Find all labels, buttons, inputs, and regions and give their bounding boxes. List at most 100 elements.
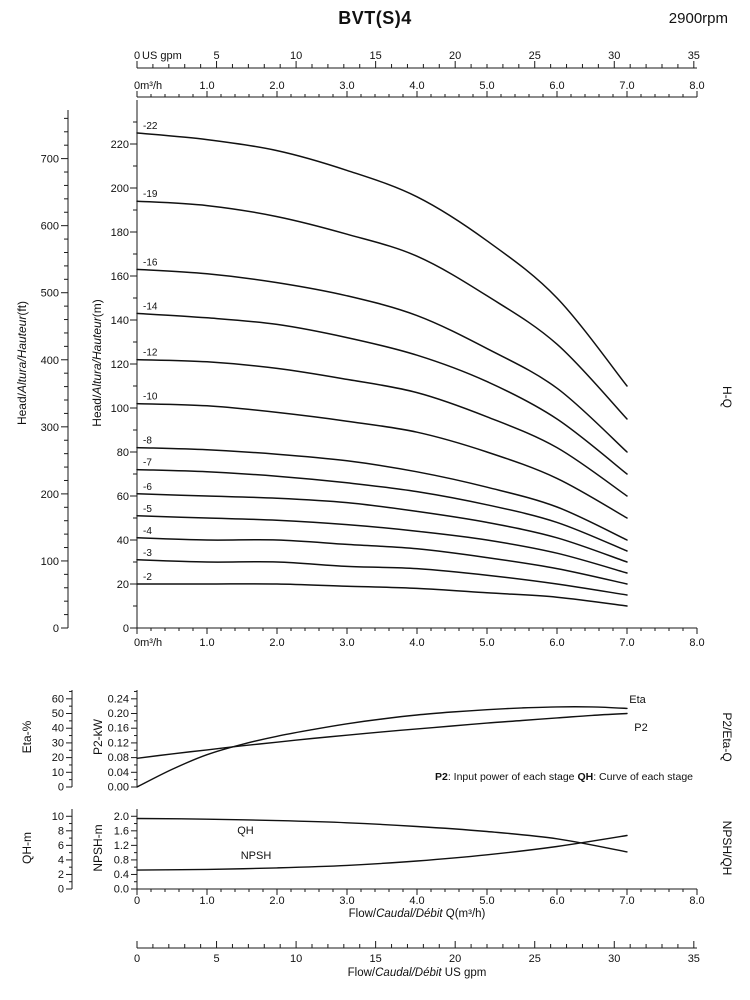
svg-text:1.2: 1.2 xyxy=(114,840,129,852)
svg-text:0: 0 xyxy=(134,953,140,965)
svg-text:5.0: 5.0 xyxy=(479,895,494,907)
svg-text:35: 35 xyxy=(688,953,700,965)
svg-text:20: 20 xyxy=(449,50,461,62)
svg-text:Eta: Eta xyxy=(629,694,646,706)
svg-text:-6: -6 xyxy=(143,482,152,493)
svg-text:40: 40 xyxy=(52,723,64,735)
svg-text:-7: -7 xyxy=(143,458,152,469)
svg-text:2.0: 2.0 xyxy=(269,637,284,649)
svg-text:QH: QH xyxy=(237,825,254,837)
svg-text:1.0: 1.0 xyxy=(199,895,214,907)
svg-text:25: 25 xyxy=(529,953,541,965)
svg-text:US gpm: US gpm xyxy=(142,50,182,62)
svg-text:5.0: 5.0 xyxy=(479,637,494,649)
svg-text:-19: -19 xyxy=(143,189,158,200)
svg-text:P2: P2 xyxy=(634,722,647,734)
svg-text:15: 15 xyxy=(370,50,382,62)
svg-text:200: 200 xyxy=(41,489,59,501)
svg-text:30: 30 xyxy=(608,953,620,965)
svg-text:600: 600 xyxy=(41,221,59,233)
svg-text:0: 0 xyxy=(58,884,64,896)
axis-label-head-m: Head/Altura/Hauteur(m) xyxy=(90,299,104,427)
svg-text:0: 0 xyxy=(123,623,129,635)
svg-text:8.0: 8.0 xyxy=(689,80,704,92)
svg-text:20: 20 xyxy=(449,953,461,965)
svg-text:3.0: 3.0 xyxy=(339,80,354,92)
svg-text:2: 2 xyxy=(58,869,64,881)
svg-text:6.0: 6.0 xyxy=(549,895,564,907)
svg-text:7.0: 7.0 xyxy=(619,895,634,907)
svg-text:1.0: 1.0 xyxy=(199,80,214,92)
svg-text:4: 4 xyxy=(58,854,64,866)
svg-text:2.0: 2.0 xyxy=(269,895,284,907)
svg-text:0.00: 0.00 xyxy=(108,782,129,794)
svg-text:220: 220 xyxy=(111,139,129,151)
svg-text:700: 700 xyxy=(41,154,59,166)
svg-text:500: 500 xyxy=(41,288,59,300)
svg-text:120: 120 xyxy=(111,359,129,371)
svg-text:0.16: 0.16 xyxy=(108,723,129,735)
svg-text:100: 100 xyxy=(41,556,59,568)
svg-text:8.0: 8.0 xyxy=(689,637,704,649)
svg-text:4.0: 4.0 xyxy=(409,80,424,92)
svg-text:10: 10 xyxy=(290,50,302,62)
svg-text:10: 10 xyxy=(290,953,302,965)
svg-text:6.0: 6.0 xyxy=(549,80,564,92)
svg-text:50: 50 xyxy=(52,708,64,720)
svg-text:160: 160 xyxy=(111,271,129,283)
legend-note: P2: Input power of each stage QH: Curve … xyxy=(435,771,693,783)
svg-text:30: 30 xyxy=(52,737,64,749)
svg-text:4.0: 4.0 xyxy=(409,895,424,907)
svg-text:6: 6 xyxy=(58,840,64,852)
svg-text:5: 5 xyxy=(213,50,219,62)
axis-label-p2kw: P2-kW xyxy=(91,719,105,755)
svg-text:0.12: 0.12 xyxy=(108,737,129,749)
svg-text:0.0: 0.0 xyxy=(114,884,129,896)
svg-text:-4: -4 xyxy=(143,526,152,537)
svg-text:180: 180 xyxy=(111,227,129,239)
svg-text:0: 0 xyxy=(58,782,64,794)
svg-text:10: 10 xyxy=(52,811,64,823)
axis-label-p2-eta-q: P2/Eta-Q xyxy=(720,712,734,762)
svg-text:0.08: 0.08 xyxy=(108,752,129,764)
svg-text:0m³/h: 0m³/h xyxy=(134,80,162,92)
page-title: BVT(S)4 xyxy=(338,8,412,28)
x-axis-caption-m3h: Flow/Caudal/Débit Q(m³/h) xyxy=(348,908,486,920)
svg-text:2.0: 2.0 xyxy=(269,80,284,92)
x-axis-caption-gpm: Flow/Caudal/Débit US gpm xyxy=(347,967,487,979)
svg-text:0: 0 xyxy=(134,50,140,62)
svg-text:7.0: 7.0 xyxy=(619,637,634,649)
svg-text:100: 100 xyxy=(111,403,129,415)
axis-label-qh-m: QH-m xyxy=(20,832,34,864)
svg-text:-12: -12 xyxy=(143,348,158,359)
axis-label-head-ft: Head/Altura/Hauteur(ft) xyxy=(15,300,29,426)
svg-text:400: 400 xyxy=(41,355,59,367)
svg-text:-3: -3 xyxy=(143,548,152,559)
rpm-label: 2900rpm xyxy=(668,10,728,27)
svg-text:-22: -22 xyxy=(143,121,158,132)
svg-text:4.0: 4.0 xyxy=(409,637,424,649)
svg-text:-14: -14 xyxy=(143,301,158,312)
svg-text:300: 300 xyxy=(41,422,59,434)
svg-text:1.0: 1.0 xyxy=(199,637,214,649)
svg-text:25: 25 xyxy=(529,50,541,62)
svg-text:0: 0 xyxy=(134,895,140,907)
svg-text:140: 140 xyxy=(111,315,129,327)
svg-text:-5: -5 xyxy=(143,504,152,515)
axis-label-npsh-qh: NPSH/QH xyxy=(720,820,734,876)
svg-text:-8: -8 xyxy=(143,436,152,447)
svg-text:40: 40 xyxy=(117,535,129,547)
svg-text:-10: -10 xyxy=(143,392,158,403)
axis-label-npsh-m: NPSH-m xyxy=(91,824,105,872)
svg-text:8: 8 xyxy=(58,825,64,837)
svg-text:2.0: 2.0 xyxy=(114,811,129,823)
svg-text:5.0: 5.0 xyxy=(479,80,494,92)
svg-text:20: 20 xyxy=(52,752,64,764)
svg-text:6.0: 6.0 xyxy=(549,637,564,649)
axis-label-eta: Eta-% xyxy=(20,720,34,754)
svg-text:0.04: 0.04 xyxy=(108,767,129,779)
svg-text:80: 80 xyxy=(117,447,129,459)
svg-text:30: 30 xyxy=(608,50,620,62)
svg-text:0.4: 0.4 xyxy=(114,869,129,881)
